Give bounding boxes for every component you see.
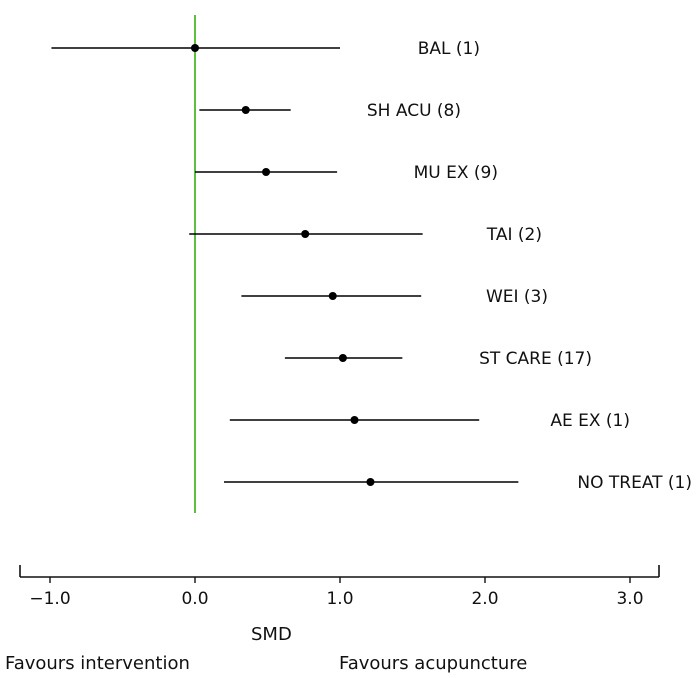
point-estimate [328,292,337,300]
point-estimate [350,416,359,424]
row-label: ST CARE (17) [479,349,592,369]
point-estimate [338,354,347,362]
row-label: WEI (3) [486,287,548,307]
point-estimate [366,478,375,486]
favours-acupuncture-label: Favours acupuncture [339,653,528,674]
favours-intervention-label: Favours intervention [5,653,190,674]
row-label: TAI (2) [486,225,542,245]
x-tick-label: 2.0 [471,589,498,609]
x-tick-label: 1.0 [326,589,353,609]
x-tick-label: 3.0 [616,589,643,609]
forest-plot: BAL (1) SH ACU (8) MU EX (9) TAI (2) WEI (3)… [19,15,692,609]
x-tick-label: −1.0 [29,589,70,609]
point-estimate [301,230,310,238]
row-label: SH ACU (8) [367,101,461,121]
x-axis-label: SMD [251,624,292,645]
point-estimate [241,106,250,114]
point-estimate [262,168,271,176]
row-label: BAL (1) [418,39,480,59]
x-tick-label: 0.0 [181,589,208,609]
point-estimate [191,44,199,52]
row-label: MU EX (9) [414,163,498,183]
row-label: NO TREAT (1) [577,473,692,493]
row-label: AE EX (1) [550,411,630,431]
